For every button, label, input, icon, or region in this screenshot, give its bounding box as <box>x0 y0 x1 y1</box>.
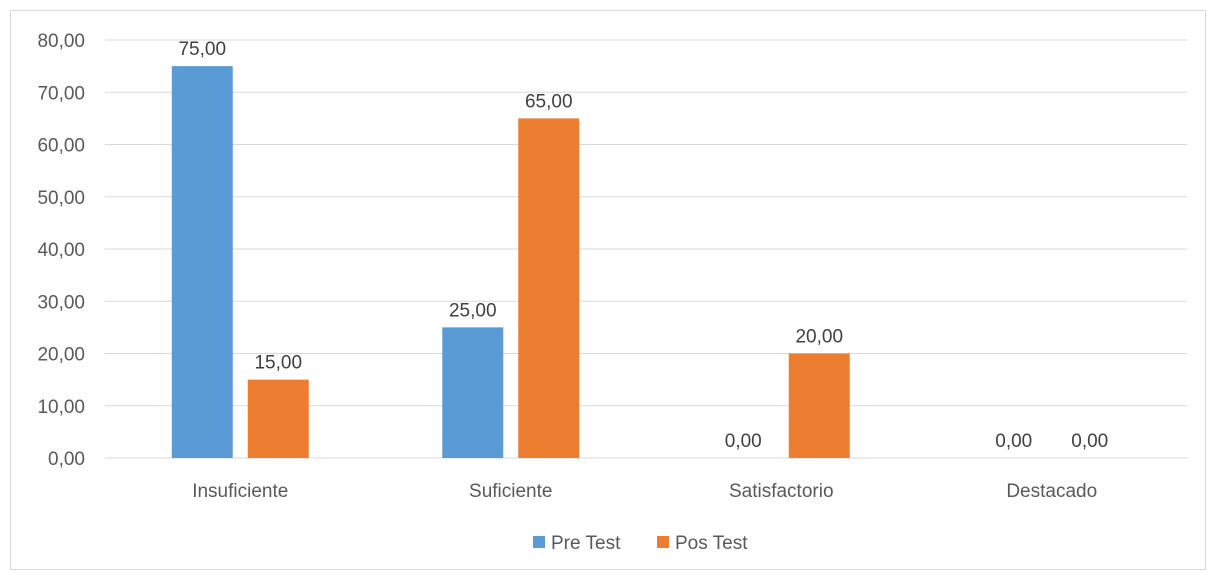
legend-swatch <box>533 536 545 548</box>
y-axis: 0,00 10,00 20,00 30,00 40,00 50,00 60,00 70,00 8… <box>37 31 85 470</box>
x-tick-label: Satisfactorio <box>729 481 834 502</box>
data-label: 0,00 <box>725 431 762 452</box>
y-tick-label: 60,00 <box>37 136 85 157</box>
x-tick-label: Destacado <box>1006 481 1097 502</box>
x-axis: Insuficiente Suficiente Satisfactorio Desta… <box>192 481 1097 502</box>
bar <box>788 353 850 458</box>
bar <box>518 118 580 458</box>
bars <box>171 66 850 458</box>
data-label: 0,00 <box>995 431 1032 452</box>
bar <box>247 379 309 458</box>
bar <box>171 66 233 458</box>
bar <box>442 327 504 458</box>
legend-swatch <box>657 536 669 548</box>
x-tick-label: Insuficiente <box>192 481 288 502</box>
data-label: 20,00 <box>795 327 843 348</box>
y-tick-label: 10,00 <box>37 397 85 418</box>
y-tick-label: 70,00 <box>37 83 85 104</box>
y-tick-label: 80,00 <box>37 31 85 52</box>
data-label: 25,00 <box>449 300 497 321</box>
legend-label: Pre Test <box>551 533 621 554</box>
y-tick-label: 0,00 <box>48 449 85 470</box>
data-label: 75,00 <box>178 39 226 60</box>
data-labels: 75,00 15,00 25,00 65,00 0,00 20,00 0,00 0,00 <box>178 39 1108 452</box>
y-tick-label: 50,00 <box>37 188 85 209</box>
data-label: 0,00 <box>1071 431 1108 452</box>
legend-label: Pos Test <box>675 533 748 554</box>
y-tick-label: 40,00 <box>37 240 85 261</box>
y-tick-label: 20,00 <box>37 345 85 366</box>
x-tick-label: Suficiente <box>469 481 552 502</box>
data-label: 15,00 <box>254 353 302 374</box>
y-tick-label: 30,00 <box>37 292 85 313</box>
data-label: 65,00 <box>525 91 573 112</box>
legend: Pre Test Pos Test <box>533 533 748 554</box>
